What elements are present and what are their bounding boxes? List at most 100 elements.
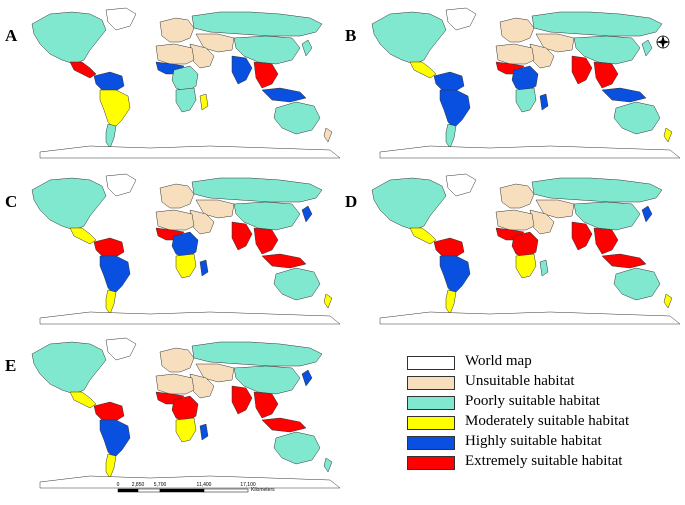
region-nafrica bbox=[155, 373, 195, 395]
region-ru bbox=[191, 11, 323, 37]
region-ca bbox=[69, 227, 97, 245]
region-india bbox=[231, 385, 253, 415]
region-indo bbox=[601, 87, 647, 103]
region-nafrica bbox=[495, 43, 535, 65]
region-seasia bbox=[253, 391, 279, 419]
region-ca bbox=[69, 391, 97, 409]
compass-rose-icon bbox=[656, 35, 670, 49]
region-india bbox=[571, 55, 593, 85]
world-map bbox=[31, 7, 341, 159]
region-nz bbox=[663, 293, 673, 309]
region-nz bbox=[323, 127, 333, 143]
legend-swatch bbox=[407, 456, 455, 470]
region-greenland bbox=[445, 173, 477, 197]
region-eu bbox=[499, 183, 535, 209]
panel-label: B bbox=[345, 26, 357, 45]
world-map bbox=[371, 173, 681, 325]
region-ssa bbox=[445, 123, 457, 149]
legend-swatch bbox=[407, 416, 455, 430]
scale-tick-label: 17,100 bbox=[240, 482, 256, 488]
region-ssa bbox=[105, 123, 117, 149]
region-greenland bbox=[105, 7, 137, 31]
region-nsa bbox=[93, 237, 125, 259]
region-madag bbox=[539, 259, 549, 277]
region-aus bbox=[273, 267, 321, 301]
region-china bbox=[573, 201, 641, 231]
region-na bbox=[31, 341, 107, 395]
region-indo bbox=[261, 253, 307, 269]
region-china bbox=[573, 35, 641, 65]
region-ssa bbox=[105, 453, 117, 479]
legend-swatch bbox=[407, 396, 455, 410]
region-nsa bbox=[93, 401, 125, 423]
region-sa bbox=[99, 255, 131, 295]
region-ssa bbox=[445, 289, 457, 315]
region-nafrica bbox=[155, 43, 195, 65]
region-eu bbox=[159, 183, 195, 209]
region-greenland bbox=[105, 173, 137, 197]
region-aus bbox=[613, 267, 661, 301]
region-nz bbox=[323, 457, 333, 473]
region-ca bbox=[409, 227, 437, 245]
region-safrica bbox=[515, 87, 537, 113]
region-antarctica bbox=[39, 475, 341, 489]
world-map bbox=[31, 173, 341, 325]
region-madag bbox=[199, 423, 209, 441]
scale-bar-graphic bbox=[117, 488, 249, 493]
legend-label: Extremely suitable habitat bbox=[465, 453, 623, 469]
region-madag bbox=[199, 93, 209, 111]
region-sa bbox=[99, 89, 131, 129]
region-antarctica bbox=[39, 145, 341, 159]
region-ru bbox=[191, 341, 323, 367]
region-aus bbox=[273, 101, 321, 135]
region-ca bbox=[409, 61, 437, 79]
region-aus bbox=[613, 101, 661, 135]
region-nafrica bbox=[155, 209, 195, 231]
region-safrica bbox=[175, 417, 197, 443]
region-india bbox=[231, 55, 253, 85]
scale-tick-label: 0 bbox=[116, 482, 120, 488]
legend-label: World map bbox=[465, 353, 532, 369]
region-na bbox=[31, 177, 107, 231]
map-panel-d: D bbox=[345, 170, 681, 330]
region-japan bbox=[641, 205, 653, 223]
region-sa bbox=[99, 419, 131, 459]
region-nz bbox=[663, 127, 673, 143]
region-antarctica bbox=[379, 145, 681, 159]
region-nsa bbox=[433, 71, 465, 93]
panel-label: A bbox=[5, 26, 18, 45]
region-seasia bbox=[593, 227, 619, 255]
scale-unit-label: Kilometers bbox=[251, 487, 275, 493]
region-nsa bbox=[93, 71, 125, 93]
region-china bbox=[233, 201, 301, 231]
region-aus bbox=[273, 431, 321, 465]
region-ru bbox=[531, 11, 663, 37]
scale-tick-label: 11,400 bbox=[196, 482, 212, 488]
region-ca bbox=[69, 61, 97, 79]
region-eu bbox=[499, 17, 535, 43]
region-indo bbox=[601, 253, 647, 269]
region-na bbox=[31, 11, 107, 65]
panel-label: D bbox=[345, 192, 358, 211]
legend-label: Highly suitable habitat bbox=[465, 433, 602, 449]
map-panel-e: E bbox=[5, 334, 341, 494]
map-panel-a: A bbox=[5, 4, 341, 164]
region-japan bbox=[301, 205, 313, 223]
legend-label: Poorly suitable habitat bbox=[465, 393, 600, 409]
region-indo bbox=[261, 417, 307, 433]
region-japan bbox=[641, 39, 653, 57]
region-safrica bbox=[175, 87, 197, 113]
panel-label: E bbox=[5, 356, 17, 375]
panel-label: C bbox=[5, 192, 18, 211]
region-india bbox=[571, 221, 593, 251]
legend-label: Moderately suitable habitat bbox=[465, 413, 630, 429]
legend-swatch bbox=[407, 376, 455, 390]
region-japan bbox=[301, 369, 313, 387]
region-madag bbox=[199, 259, 209, 277]
scale-tick-label: 2,850 bbox=[131, 482, 145, 488]
region-india bbox=[231, 221, 253, 251]
region-indo bbox=[261, 87, 307, 103]
region-nsa bbox=[433, 237, 465, 259]
scale-tick-label: 5,700 bbox=[153, 482, 167, 488]
region-antarctica bbox=[379, 311, 681, 325]
